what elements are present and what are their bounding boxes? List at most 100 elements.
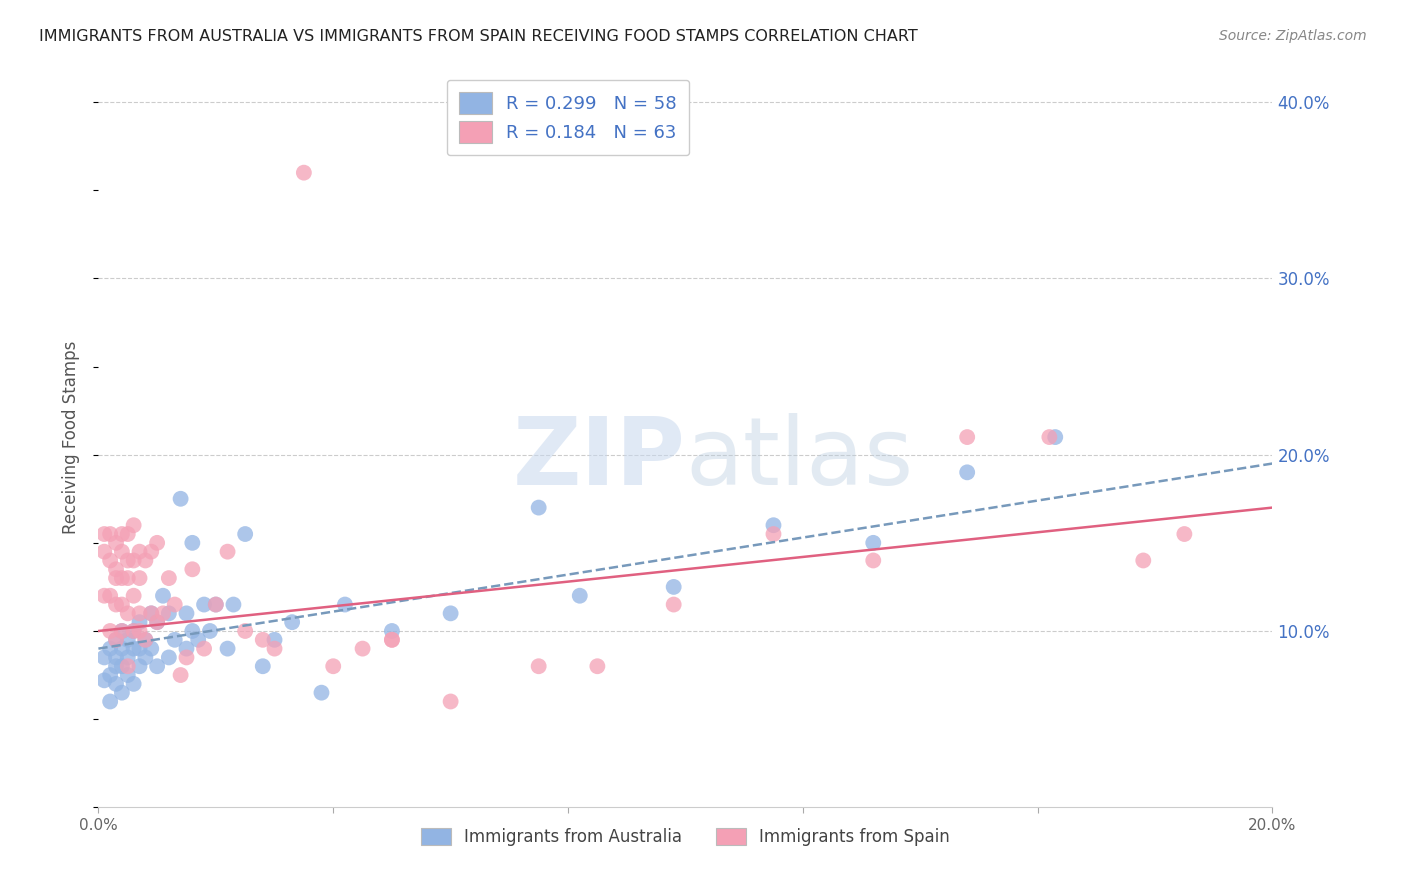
Point xyxy=(93,673,115,688)
Point xyxy=(205,598,228,612)
Point xyxy=(105,632,128,647)
Point xyxy=(281,615,304,630)
Point xyxy=(111,659,134,673)
Point xyxy=(198,624,221,638)
Point xyxy=(762,518,785,533)
Point xyxy=(292,166,315,180)
Point xyxy=(117,632,139,647)
Point xyxy=(134,632,156,647)
Point xyxy=(252,659,274,673)
Point xyxy=(956,430,979,444)
Point xyxy=(439,607,461,621)
Point xyxy=(117,668,139,682)
Point xyxy=(381,624,404,638)
Point xyxy=(111,686,134,700)
Point xyxy=(217,641,239,656)
Point xyxy=(141,607,163,621)
Point xyxy=(152,607,174,621)
Point xyxy=(128,544,150,558)
Point xyxy=(333,598,356,612)
Text: atlas: atlas xyxy=(686,413,914,505)
Text: Source: ZipAtlas.com: Source: ZipAtlas.com xyxy=(1219,29,1367,43)
Point xyxy=(122,518,145,533)
Point xyxy=(217,544,239,558)
Point xyxy=(105,659,128,673)
Point xyxy=(105,536,128,550)
Point xyxy=(98,624,121,638)
Point xyxy=(141,544,163,558)
Point xyxy=(93,650,115,665)
Point xyxy=(111,641,134,656)
Point xyxy=(163,632,186,647)
Point xyxy=(163,598,186,612)
Point xyxy=(93,589,115,603)
Point xyxy=(105,677,128,691)
Point xyxy=(146,659,169,673)
Point xyxy=(956,466,979,480)
Point xyxy=(176,650,198,665)
Point xyxy=(1132,553,1154,567)
Point xyxy=(157,650,180,665)
Point xyxy=(181,624,204,638)
Point xyxy=(662,598,685,612)
Point xyxy=(117,553,139,567)
Point xyxy=(205,598,228,612)
Point xyxy=(98,589,121,603)
Point xyxy=(122,624,145,638)
Point xyxy=(111,624,134,638)
Point xyxy=(187,632,209,647)
Point xyxy=(105,598,128,612)
Point xyxy=(134,632,156,647)
Point xyxy=(105,571,128,585)
Point xyxy=(128,615,150,630)
Point xyxy=(134,553,156,567)
Point xyxy=(233,624,256,638)
Point xyxy=(311,686,333,700)
Y-axis label: Receiving Food Stamps: Receiving Food Stamps xyxy=(62,341,80,533)
Point xyxy=(117,607,139,621)
Point xyxy=(117,571,139,585)
Point xyxy=(169,491,191,506)
Point xyxy=(586,659,609,673)
Point xyxy=(176,607,198,621)
Point xyxy=(105,562,128,576)
Point xyxy=(176,641,198,656)
Point xyxy=(352,641,374,656)
Point xyxy=(111,598,134,612)
Point xyxy=(117,527,139,541)
Point xyxy=(181,562,204,576)
Point xyxy=(762,527,785,541)
Point xyxy=(322,659,344,673)
Point xyxy=(128,659,150,673)
Point xyxy=(862,553,884,567)
Point xyxy=(146,615,169,630)
Text: ZIP: ZIP xyxy=(513,413,686,505)
Point xyxy=(128,571,150,585)
Point xyxy=(568,589,591,603)
Point xyxy=(527,659,550,673)
Point xyxy=(111,624,134,638)
Point xyxy=(98,641,121,656)
Point xyxy=(439,694,461,708)
Point xyxy=(169,668,191,682)
Point xyxy=(193,641,215,656)
Point xyxy=(105,632,128,647)
Point xyxy=(146,615,169,630)
Point xyxy=(263,641,285,656)
Point xyxy=(381,632,404,647)
Point xyxy=(93,527,115,541)
Point xyxy=(181,536,204,550)
Point xyxy=(111,527,134,541)
Point xyxy=(222,598,245,612)
Point xyxy=(122,641,145,656)
Point xyxy=(111,571,134,585)
Point xyxy=(128,624,150,638)
Point xyxy=(122,624,145,638)
Point xyxy=(252,632,274,647)
Point xyxy=(128,607,150,621)
Point xyxy=(111,544,134,558)
Point xyxy=(117,650,139,665)
Point xyxy=(141,607,163,621)
Legend: Immigrants from Australia, Immigrants from Spain: Immigrants from Australia, Immigrants fr… xyxy=(413,820,957,855)
Point xyxy=(134,650,156,665)
